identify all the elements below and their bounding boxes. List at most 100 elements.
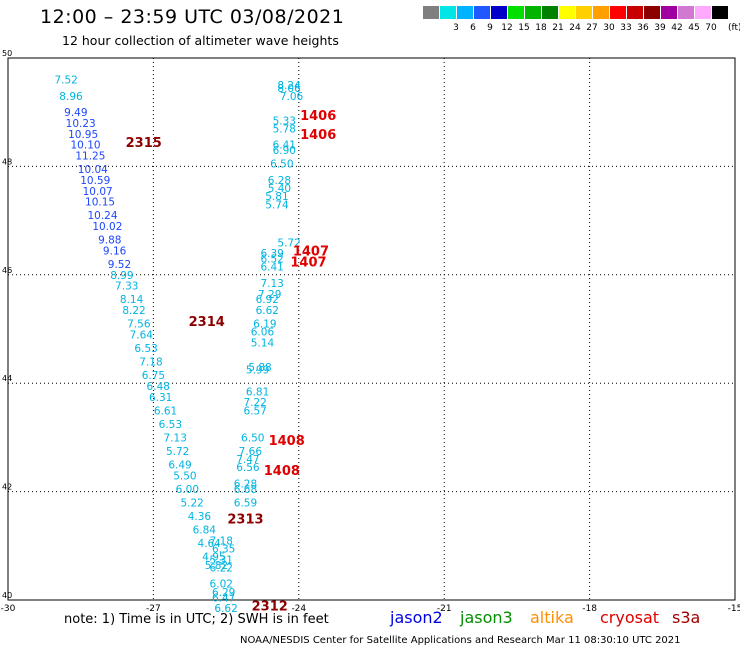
legend-label: 45 — [688, 23, 700, 33]
data-value-label: 6.22 — [210, 562, 233, 574]
data-value-label: 5.82 — [205, 560, 228, 572]
y-tick-label: 46 — [2, 266, 12, 275]
legend-swatch — [541, 6, 558, 19]
data-value-label: 7.22 — [243, 397, 266, 409]
satellite-label-jason3: jason3 — [460, 608, 513, 627]
data-value-label: 5.40 — [268, 183, 291, 195]
data-value-label: 5.72 — [166, 446, 189, 458]
data-value-label: 7.52 — [54, 75, 77, 87]
data-value-label: 6.57 — [243, 405, 266, 417]
data-value-label: 5.33 — [273, 115, 296, 127]
data-value-label: 7.13 — [260, 278, 283, 290]
y-tick-label: 40 — [2, 591, 12, 600]
data-value-label: 7.64 — [130, 329, 154, 341]
data-value-label: 6.81 — [246, 386, 269, 398]
legend-label: 18 — [535, 23, 547, 33]
data-value-label: 5.31 — [210, 554, 233, 566]
legend-swatch — [626, 6, 643, 19]
y-tick-label: 42 — [2, 483, 12, 492]
data-value-label: 10.07 — [83, 186, 113, 198]
data-value-label: 6.92 — [256, 294, 279, 306]
legend-swatch — [524, 6, 541, 19]
legend-label: 9 — [487, 23, 493, 33]
pass-annotation: 2315 — [126, 136, 162, 151]
data-value-label: 4.36 — [188, 511, 212, 523]
data-value-label: 6.02 — [210, 579, 233, 591]
satellite-label-jason2: jason2 — [390, 608, 443, 627]
data-value-label: 7.06 — [280, 91, 304, 103]
plot-frame — [7, 57, 736, 601]
pass-annotation: 1408 — [264, 464, 300, 479]
x-tick-label: -18 — [582, 604, 597, 614]
data-value-label: 6.06 — [251, 327, 275, 339]
data-value-label: 11.25 — [75, 151, 105, 163]
legend-swatch — [592, 6, 609, 19]
pass-annotation: 2312 — [252, 599, 288, 614]
data-value-label: 6.41 — [273, 140, 296, 152]
data-value-label: 6.41 — [260, 262, 283, 274]
chart-subtitle: 12 hour collection of altimeter wave hei… — [62, 33, 339, 48]
data-value-label: 7.33 — [115, 281, 138, 293]
legend-swatch — [609, 6, 626, 19]
data-value-label: 6.31 — [149, 392, 172, 404]
data-value-label: 6.35 — [212, 544, 235, 556]
data-value-label: 10.02 — [92, 221, 122, 233]
data-value-label: 5.74 — [265, 199, 289, 211]
data-value-label: 9.16 — [103, 245, 127, 257]
legend-label: 70 — [705, 23, 717, 33]
data-value-label: 6.00 — [176, 484, 199, 496]
data-value-label: 8.14 — [120, 294, 144, 306]
data-value-label: 10.04 — [78, 164, 108, 176]
data-value-label: 6.61 — [154, 405, 177, 417]
data-value-label: 7.66 — [239, 446, 263, 458]
x-tick-label: -21 — [437, 604, 452, 614]
satellite-label-cryosat: cryosat — [600, 608, 660, 627]
data-value-label: 6.62 — [256, 305, 279, 317]
data-value-label: 6.59 — [234, 497, 257, 509]
data-value-label: 8.24 — [277, 80, 301, 92]
satellite-label-s3a: s3a — [672, 608, 701, 627]
data-value-label: 10.59 — [80, 175, 110, 187]
legend-swatch — [422, 6, 439, 19]
data-value-label: 6.19 — [253, 319, 276, 331]
legend-swatch — [507, 6, 524, 19]
data-value-label: 6.39 — [260, 248, 283, 260]
pass-annotation: 1407 — [290, 255, 326, 270]
data-value-label: 5.50 — [173, 470, 196, 482]
legend-swatch — [456, 6, 473, 19]
data-value-label: 6.29 — [212, 587, 235, 599]
footer-note: note: 1) Time is in UTC; 2) SWH is in fe… — [64, 612, 329, 627]
legend-swatch — [558, 6, 575, 19]
data-value-label: 6.28 — [268, 175, 291, 187]
legend-swatch — [677, 6, 694, 19]
legend-label: 12 — [501, 23, 513, 33]
pass-annotation: 1406 — [300, 128, 336, 143]
satellite-label-altika: altika — [530, 608, 574, 627]
data-value-label: 10.95 — [68, 129, 98, 141]
data-value-label: 9.49 — [64, 107, 87, 119]
data-value-label: 9.52 — [108, 259, 131, 271]
data-value-label: 6.47 — [212, 592, 235, 604]
data-value-label: 10.10 — [71, 140, 101, 152]
data-value-label: 10.15 — [85, 197, 115, 209]
data-value-label: 6.53 — [159, 419, 182, 431]
data-value-label: 4.64 — [197, 538, 221, 550]
legend-label: 30 — [603, 23, 615, 33]
data-value-label: 7.56 — [127, 319, 151, 331]
y-tick-label: 48 — [2, 157, 12, 166]
data-value-label: 5.72 — [277, 237, 300, 249]
data-value-label: 5.14 — [251, 338, 275, 350]
data-value-label: 10.24 — [87, 210, 117, 222]
data-value-label: 7.18 — [210, 535, 233, 547]
data-value-label: 5.99 — [246, 365, 269, 377]
data-value-label: 5.22 — [180, 497, 203, 509]
chart-title: 12:00 – 23:59 UTC 03/08/2021 — [40, 6, 345, 28]
data-value-label: 6.48 — [147, 381, 170, 393]
data-value-label: 7.13 — [164, 432, 187, 444]
data-value-label: 8.96 — [59, 91, 83, 103]
data-value-label: 6.68 — [234, 484, 257, 496]
data-value-label: 9.88 — [98, 235, 121, 247]
legend-unit-label: (ft) — [728, 23, 740, 33]
data-value-label: 8.99 — [110, 270, 133, 282]
legend-swatch — [694, 6, 711, 19]
